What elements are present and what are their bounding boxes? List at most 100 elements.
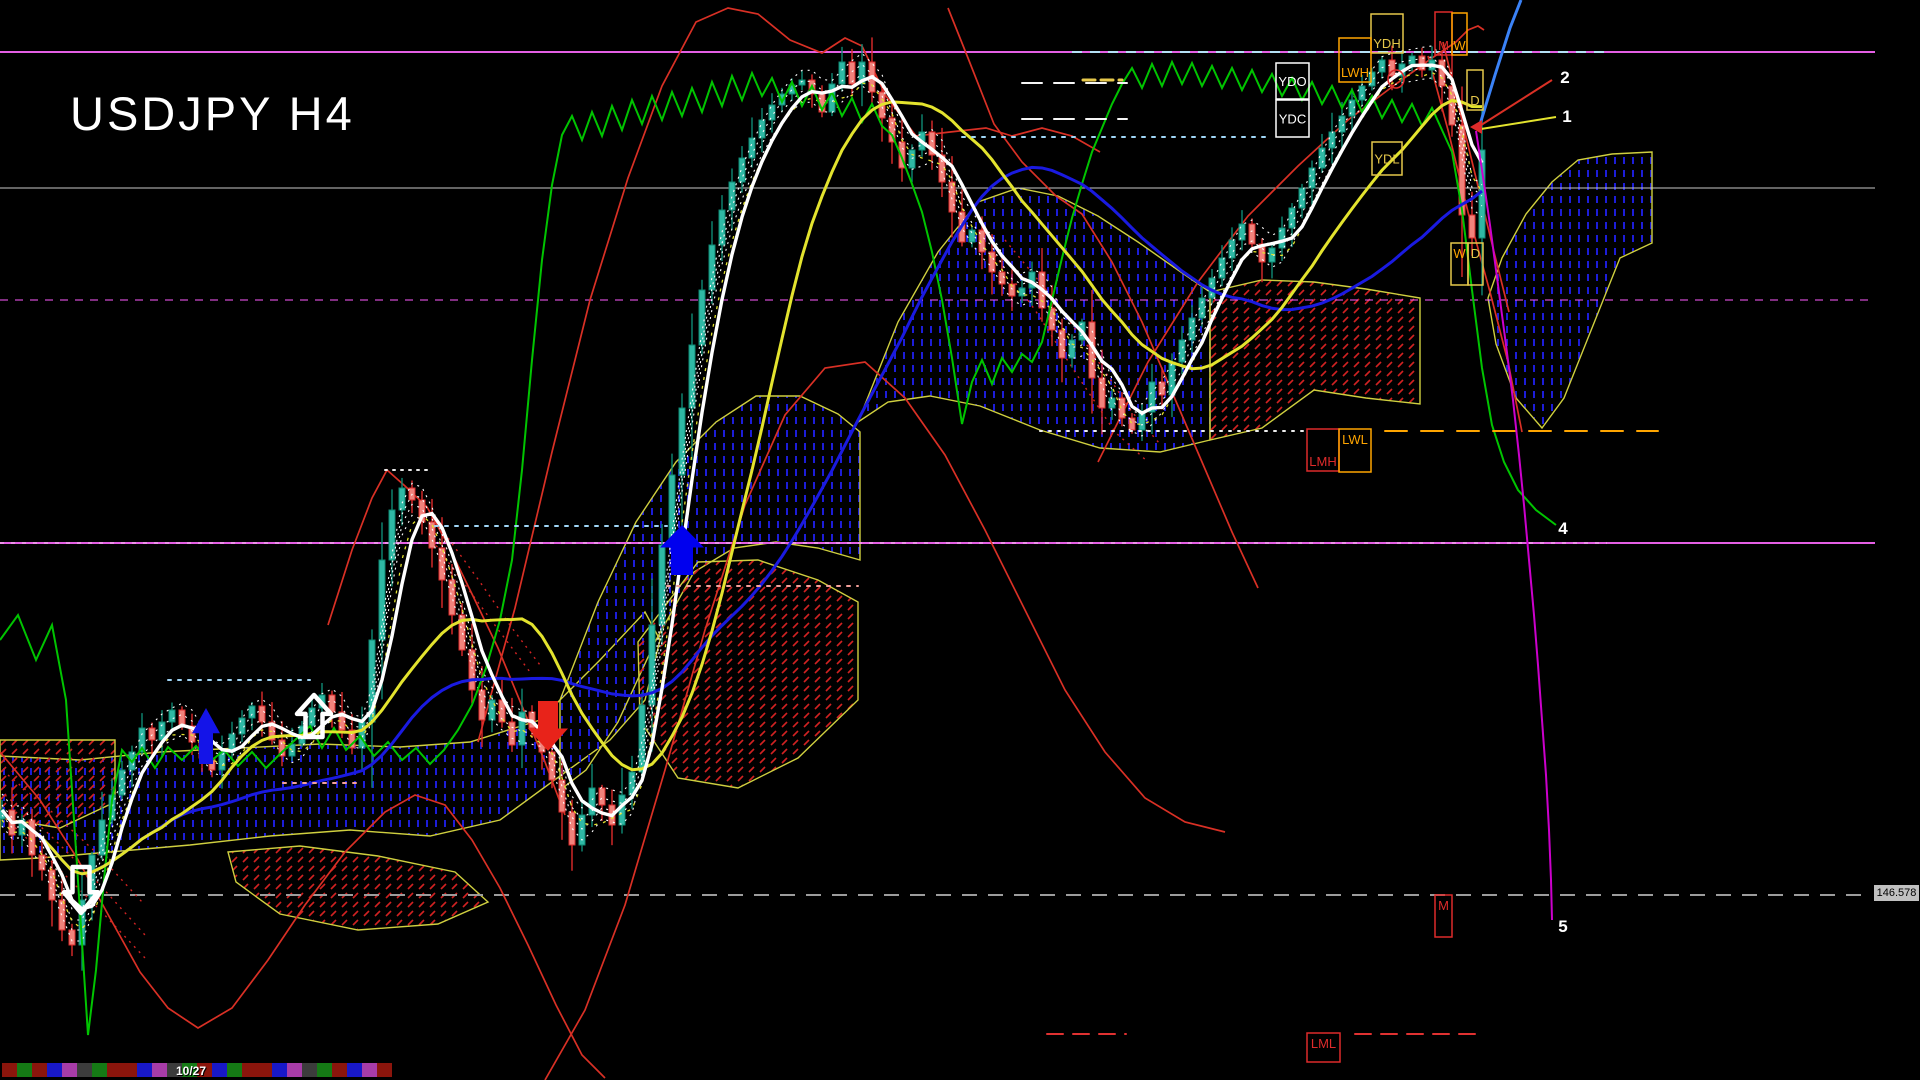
candle-105 <box>1048 285 1056 347</box>
candle-129 <box>1288 203 1296 248</box>
candle-92 <box>918 114 926 157</box>
candle-86 <box>858 44 866 107</box>
price-axis-label: 146.578 <box>1874 885 1919 901</box>
strip-block-16 <box>242 1063 257 1077</box>
pointer-to-2[interactable] <box>1477 79 1553 128</box>
candle-70 <box>698 279 706 356</box>
candle-100 <box>998 257 1006 296</box>
signal-arrow-up-white[interactable] <box>294 692 334 740</box>
red-envelope-line-3 <box>477 7 1101 743</box>
candle-87 <box>868 37 876 107</box>
candle-75 <box>748 117 756 168</box>
candle-66 <box>658 524 666 645</box>
level-box-label-D-top: D <box>1470 93 1479 108</box>
candle-64 <box>638 692 646 778</box>
level-box-YDO[interactable]: YDO <box>1275 62 1310 100</box>
level-box-YDL[interactable]: YDL <box>1371 141 1403 176</box>
level-box-label-W-top: W <box>1453 38 1466 53</box>
strip-block-0 <box>2 1063 17 1077</box>
candle-5 <box>48 860 56 927</box>
wave-label-1[interactable]: 1 <box>1562 107 1571 126</box>
candle-122 <box>1218 245 1226 287</box>
candle-25 <box>248 701 256 731</box>
cloud-red-2 <box>227 845 490 931</box>
level-box-M-bottom[interactable]: M <box>1434 894 1453 938</box>
candle-58 <box>578 801 586 852</box>
candle-59 <box>588 763 596 828</box>
candle-110 <box>1098 349 1106 435</box>
pointer-to-1[interactable] <box>1480 116 1557 130</box>
red-dotted-line-5 <box>431 539 531 673</box>
candle-46 <box>458 603 466 657</box>
level-box-LML[interactable]: LML <box>1306 1032 1341 1063</box>
candle-73 <box>728 168 736 231</box>
level-box-label-YDO: YDO <box>1278 74 1306 89</box>
strip-block-10 <box>152 1063 167 1077</box>
candle-115 <box>1148 363 1156 435</box>
cloud-red-6 <box>1209 279 1421 441</box>
candle-128 <box>1278 216 1286 261</box>
magenta-trend-curve[interactable] <box>1475 130 1553 921</box>
level-box-LWL[interactable]: LWL <box>1338 428 1372 473</box>
strip-block-8 <box>122 1063 137 1077</box>
signal-arrows-layer <box>61 525 704 916</box>
blue-ray[interactable] <box>1476 0 1523 132</box>
signal-arrow-down-white[interactable] <box>61 864 101 916</box>
level-box-label-LMH: LMH <box>1309 454 1336 469</box>
candle-43 <box>428 498 436 568</box>
level-box-D-mid[interactable]: D <box>1467 242 1484 286</box>
strip-block-11 <box>167 1063 182 1077</box>
level-box-LMH[interactable]: LMH <box>1306 428 1340 472</box>
candle-80 <box>798 70 806 91</box>
cloud-red-1 <box>0 739 116 829</box>
buy-arrow-mid[interactable] <box>660 525 704 575</box>
candle-112 <box>1118 392 1126 427</box>
level-box-YDC[interactable]: YDC <box>1275 99 1310 138</box>
level-box-W-top[interactable]: W <box>1451 12 1468 56</box>
candle-127 <box>1268 243 1276 279</box>
buy-arrow-left[interactable] <box>192 708 220 764</box>
candle-116 <box>1158 367 1166 410</box>
level-box-YDH[interactable]: YDH <box>1370 13 1404 54</box>
sell-arrow-mid[interactable] <box>528 701 568 751</box>
red-convergence-arrowhead <box>1470 120 1482 134</box>
strip-block-7 <box>107 1063 122 1077</box>
moving-averages-layer <box>0 63 1484 911</box>
candle-72 <box>718 195 726 262</box>
yellow-dashed-ribbon <box>1 71 1483 930</box>
cloud-blue-3 <box>559 395 861 792</box>
candle-107 <box>1068 334 1076 368</box>
red-circle-marker[interactable] <box>1387 69 1405 89</box>
candle-131 <box>1308 160 1316 205</box>
candle-57 <box>568 799 576 871</box>
strip-block-1 <box>17 1063 32 1077</box>
red-envelope-lines-layer <box>0 7 1523 1080</box>
level-box-LWH[interactable]: LWH <box>1338 37 1372 83</box>
candle-119 <box>1188 305 1196 353</box>
level-box-M-top[interactable]: M <box>1434 11 1453 56</box>
symbol-title: USDJPY H4 <box>70 87 355 140</box>
ichimoku-clouds-layer <box>0 151 1653 931</box>
strip-block-2 <box>32 1063 47 1077</box>
candle-130 <box>1298 183 1306 219</box>
wave-label-4[interactable]: 4 <box>1558 519 1568 538</box>
level-box-W-mid[interactable]: W <box>1450 242 1469 286</box>
wave-label-2[interactable]: 2 <box>1560 68 1569 87</box>
cloud-blue-7 <box>1487 151 1653 430</box>
number-labels-layer: 2 1 4 5 <box>1558 68 1571 936</box>
candle-26 <box>258 691 266 737</box>
level-box-D-top[interactable]: D <box>1466 69 1484 111</box>
candle-10 <box>98 791 106 860</box>
candle-84 <box>838 46 846 92</box>
candle-49 <box>488 695 496 733</box>
level-box-label-YDC: YDC <box>1279 112 1306 127</box>
candle-40 <box>398 477 406 526</box>
level-box-label-M-top: M <box>1438 38 1449 53</box>
candle-12 <box>118 760 126 800</box>
strip-block-5 <box>77 1063 92 1077</box>
candle-147 <box>1468 191 1476 256</box>
red-envelope-line-0 <box>0 751 606 1079</box>
green-overlay-polyline <box>0 59 1557 1036</box>
wave-label-5[interactable]: 5 <box>1558 917 1567 936</box>
